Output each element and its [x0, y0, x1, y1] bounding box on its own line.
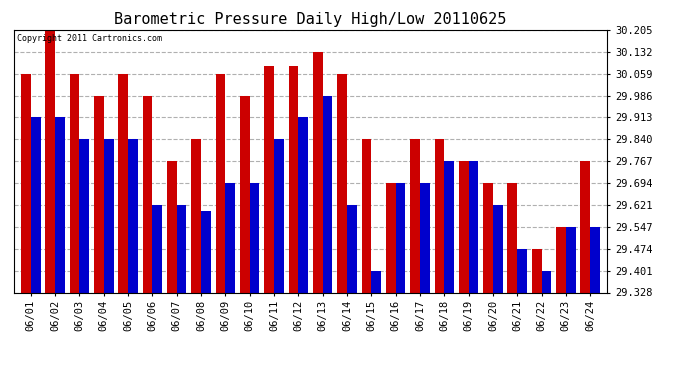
Bar — [177, 205, 186, 292]
Bar — [94, 96, 104, 292]
Bar — [532, 249, 542, 292]
Bar — [167, 161, 177, 292]
Bar — [420, 183, 430, 292]
Bar — [70, 74, 79, 292]
Bar — [104, 139, 114, 292]
Bar — [590, 227, 600, 292]
Bar — [362, 139, 371, 292]
Bar — [191, 139, 201, 292]
Bar — [395, 183, 405, 292]
Bar — [469, 161, 478, 292]
Bar — [226, 183, 235, 292]
Bar — [483, 183, 493, 292]
Title: Barometric Pressure Daily High/Low 20110625: Barometric Pressure Daily High/Low 20110… — [115, 12, 506, 27]
Bar — [556, 227, 566, 292]
Bar — [119, 74, 128, 292]
Bar — [507, 183, 518, 292]
Bar — [264, 66, 274, 292]
Bar — [298, 117, 308, 292]
Bar — [371, 271, 381, 292]
Bar — [444, 161, 454, 292]
Bar — [31, 117, 41, 292]
Bar — [143, 96, 152, 292]
Bar — [566, 227, 575, 292]
Bar — [240, 96, 250, 292]
Bar — [580, 161, 590, 292]
Bar — [46, 30, 55, 292]
Bar — [518, 249, 527, 292]
Text: Copyright 2011 Cartronics.com: Copyright 2011 Cartronics.com — [17, 34, 161, 43]
Bar — [459, 161, 469, 292]
Bar — [288, 66, 298, 292]
Bar — [313, 52, 323, 292]
Bar — [323, 96, 333, 292]
Bar — [337, 74, 347, 292]
Bar — [274, 139, 284, 292]
Bar — [347, 205, 357, 292]
Bar — [152, 205, 162, 292]
Bar — [435, 139, 444, 292]
Bar — [128, 139, 138, 292]
Bar — [250, 183, 259, 292]
Bar — [21, 74, 31, 292]
Bar — [201, 211, 210, 292]
Bar — [542, 271, 551, 292]
Bar — [493, 205, 502, 292]
Bar — [386, 183, 395, 292]
Bar — [216, 74, 226, 292]
Bar — [411, 139, 420, 292]
Bar — [55, 117, 65, 292]
Bar — [79, 139, 89, 292]
